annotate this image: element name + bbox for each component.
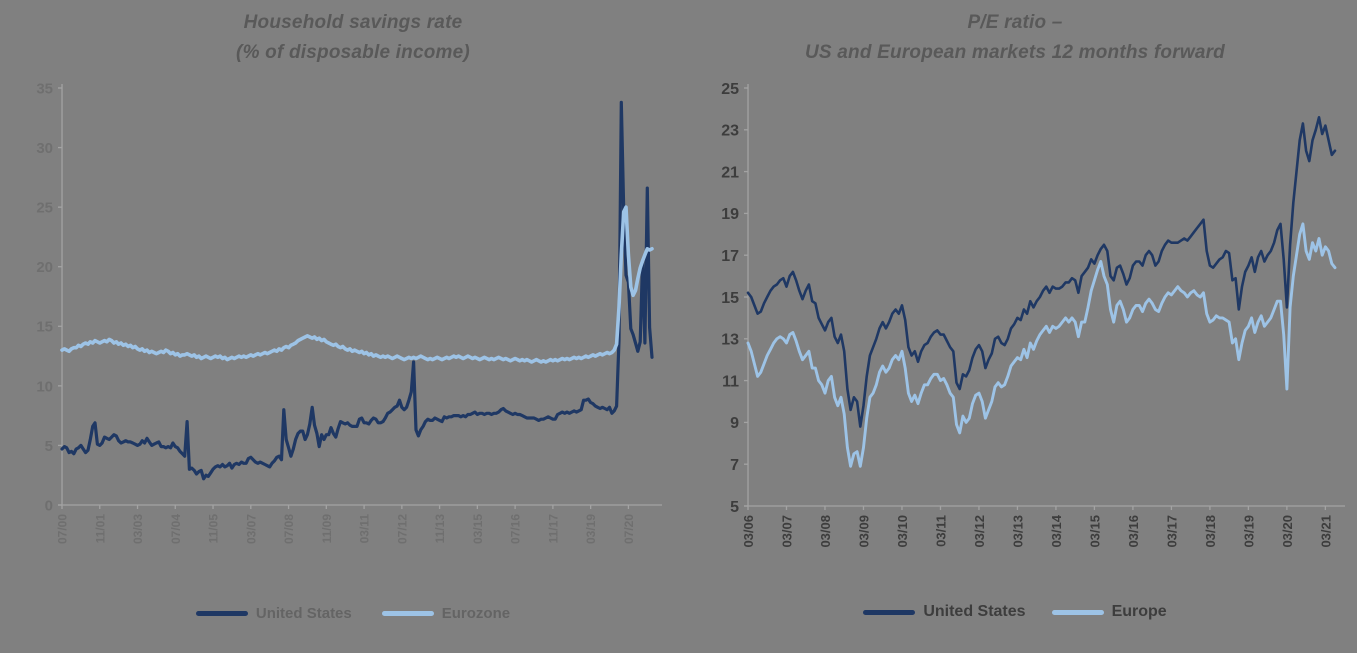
left-chart-title-line1: Household savings rate <box>243 12 463 33</box>
x-axis-tick-label: 11/01 <box>93 514 107 544</box>
legend-line-swatch <box>863 609 916 615</box>
left-chart-legend: United States Eurozone <box>30 605 676 622</box>
right-chart-title: P/E ratio – US and European markets 12 m… <box>690 8 1340 68</box>
y-axis-tick-label: 0 <box>45 497 53 514</box>
right-chart-title-line2: US and European markets 12 months forwar… <box>805 42 1225 63</box>
x-axis-tick-label: 07/12 <box>395 514 409 544</box>
x-axis-tick-label: 03/10 <box>895 515 910 548</box>
x-axis-tick-label: 03/07 <box>779 515 794 548</box>
left-chart-title-line2: (% of disposable income) <box>236 42 470 63</box>
x-axis-tick-label: 11/17 <box>546 514 560 544</box>
united-states-series-line <box>60 100 654 481</box>
right-chart-plot: 5 7 9 11 13 15 17 19 21 23 25 03/06 03/07 03/08 03/09 0… <box>721 81 1345 548</box>
legend-line-swatch <box>1051 609 1104 615</box>
legend-label: Europe <box>1111 603 1167 620</box>
x-axis-tick-label: 03/07 <box>244 514 258 544</box>
x-axis-tick-label: 03/11 <box>358 514 372 544</box>
y-axis-tick-label: 23 <box>721 123 739 140</box>
y-axis-tick-label: 17 <box>721 248 739 265</box>
left-chart-plot: 0 5 10 15 20 25 30 35 07/00 11/01 03/03 07/04 11/05 0… <box>36 80 662 544</box>
x-axis-tick-label: 03/03 <box>131 514 145 544</box>
united-states-series-line <box>746 116 1337 428</box>
left-chart-title: Household savings rate (% of disposable … <box>30 8 676 68</box>
y-axis-tick-label: 11 <box>722 373 739 390</box>
legend-item: Eurozone <box>381 605 511 622</box>
right-chart-legend: United States Europe <box>700 603 1330 621</box>
x-axis-tick-label: 07/04 <box>169 514 183 544</box>
right-chart-title-line1: P/E ratio – <box>967 12 1063 33</box>
x-axis-tick-label: 03/17 <box>1164 515 1179 548</box>
eurozone-series-line <box>60 205 654 364</box>
x-axis-tick-label: 03/21 <box>1318 515 1333 548</box>
legend-item: Europe <box>1051 603 1167 621</box>
x-axis-tick-label: 03/11 <box>933 515 948 547</box>
x-axis-tick-label: 03/15 <box>471 514 485 544</box>
y-axis-tick-label: 25 <box>36 200 53 217</box>
x-axis-tick-label: 03/19 <box>584 514 598 544</box>
x-axis-tick-label: 07/20 <box>622 514 636 544</box>
x-axis-tick-label: 03/06 <box>741 515 756 548</box>
y-axis-tick-label: 13 <box>721 332 739 349</box>
x-axis-tick-label: 03/15 <box>1087 515 1102 548</box>
legend-label: Eurozone <box>441 605 511 622</box>
y-axis-tick-label: 5 <box>730 499 739 516</box>
x-axis-tick-label: 03/13 <box>1010 515 1025 548</box>
x-axis-tick-label: 07/00 <box>56 514 70 544</box>
europe-series-line <box>746 222 1337 468</box>
y-axis-tick-label: 21 <box>721 164 739 181</box>
legend-item: United States <box>195 605 352 622</box>
legend-label: United States <box>923 603 1026 620</box>
x-axis-tick-label: 11/05 <box>207 514 221 544</box>
legend-label: United States <box>255 605 352 622</box>
y-axis-tick-label: 7 <box>730 457 739 474</box>
x-axis-tick-label: 07/08 <box>282 514 296 544</box>
legend-item: United States <box>863 603 1026 621</box>
y-axis-tick-label: 25 <box>721 81 739 98</box>
y-axis-tick-label: 5 <box>45 438 53 455</box>
y-axis-tick-label: 19 <box>721 206 739 223</box>
y-axis-tick-label: 30 <box>36 140 53 157</box>
x-axis-tick-label: 11/13 <box>433 514 447 544</box>
x-axis-tick-label: 03/09 <box>856 515 871 548</box>
y-axis-tick-label: 35 <box>36 80 53 97</box>
x-axis-tick-label: 03/18 <box>1203 515 1218 548</box>
legend-line-swatch <box>195 611 248 616</box>
x-axis-tick-label: 03/16 <box>1126 515 1141 548</box>
x-axis-tick-label: 03/20 <box>1280 515 1295 548</box>
y-axis-tick-label: 15 <box>36 319 53 336</box>
x-axis-tick-label: 11/09 <box>320 514 334 544</box>
x-axis-tick-label: 07/16 <box>509 514 523 544</box>
y-axis-tick-label: 20 <box>36 259 53 276</box>
y-axis-tick-label: 9 <box>730 415 739 432</box>
x-axis-tick-label: 03/12 <box>972 515 987 548</box>
legend-line-swatch <box>381 611 434 616</box>
x-axis-tick-label: 03/14 <box>1049 514 1064 547</box>
y-axis-tick-label: 10 <box>36 378 53 395</box>
x-axis-tick-label: 03/19 <box>1241 515 1256 548</box>
x-axis-tick-label: 03/08 <box>818 515 833 548</box>
y-axis-tick-label: 15 <box>721 290 739 307</box>
